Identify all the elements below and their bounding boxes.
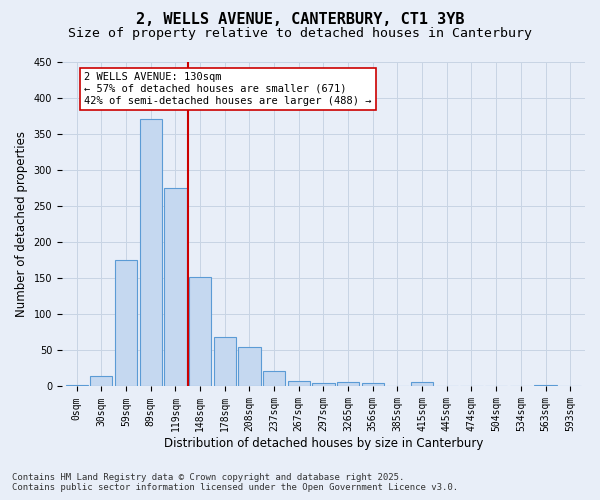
Text: 2 WELLS AVENUE: 130sqm
← 57% of detached houses are smaller (671)
42% of semi-de: 2 WELLS AVENUE: 130sqm ← 57% of detached…	[84, 72, 371, 106]
Bar	[535, 385, 557, 386]
Bar	[411, 382, 433, 386]
Bar	[164, 188, 187, 386]
Bar	[337, 382, 359, 386]
Bar	[214, 338, 236, 386]
Text: Contains HM Land Registry data © Crown copyright and database right 2025.
Contai: Contains HM Land Registry data © Crown c…	[12, 473, 458, 492]
Text: Size of property relative to detached houses in Canterbury: Size of property relative to detached ho…	[68, 28, 532, 40]
Bar	[115, 260, 137, 386]
Bar	[287, 380, 310, 386]
X-axis label: Distribution of detached houses by size in Canterbury: Distribution of detached houses by size …	[164, 437, 483, 450]
Bar	[263, 370, 285, 386]
Text: 2, WELLS AVENUE, CANTERBURY, CT1 3YB: 2, WELLS AVENUE, CANTERBURY, CT1 3YB	[136, 12, 464, 28]
Bar	[65, 385, 88, 386]
Bar	[313, 383, 335, 386]
Bar	[189, 276, 211, 386]
Bar	[90, 376, 112, 386]
Y-axis label: Number of detached properties: Number of detached properties	[15, 131, 28, 317]
Bar	[140, 120, 162, 386]
Bar	[238, 348, 260, 387]
Bar	[362, 383, 384, 386]
